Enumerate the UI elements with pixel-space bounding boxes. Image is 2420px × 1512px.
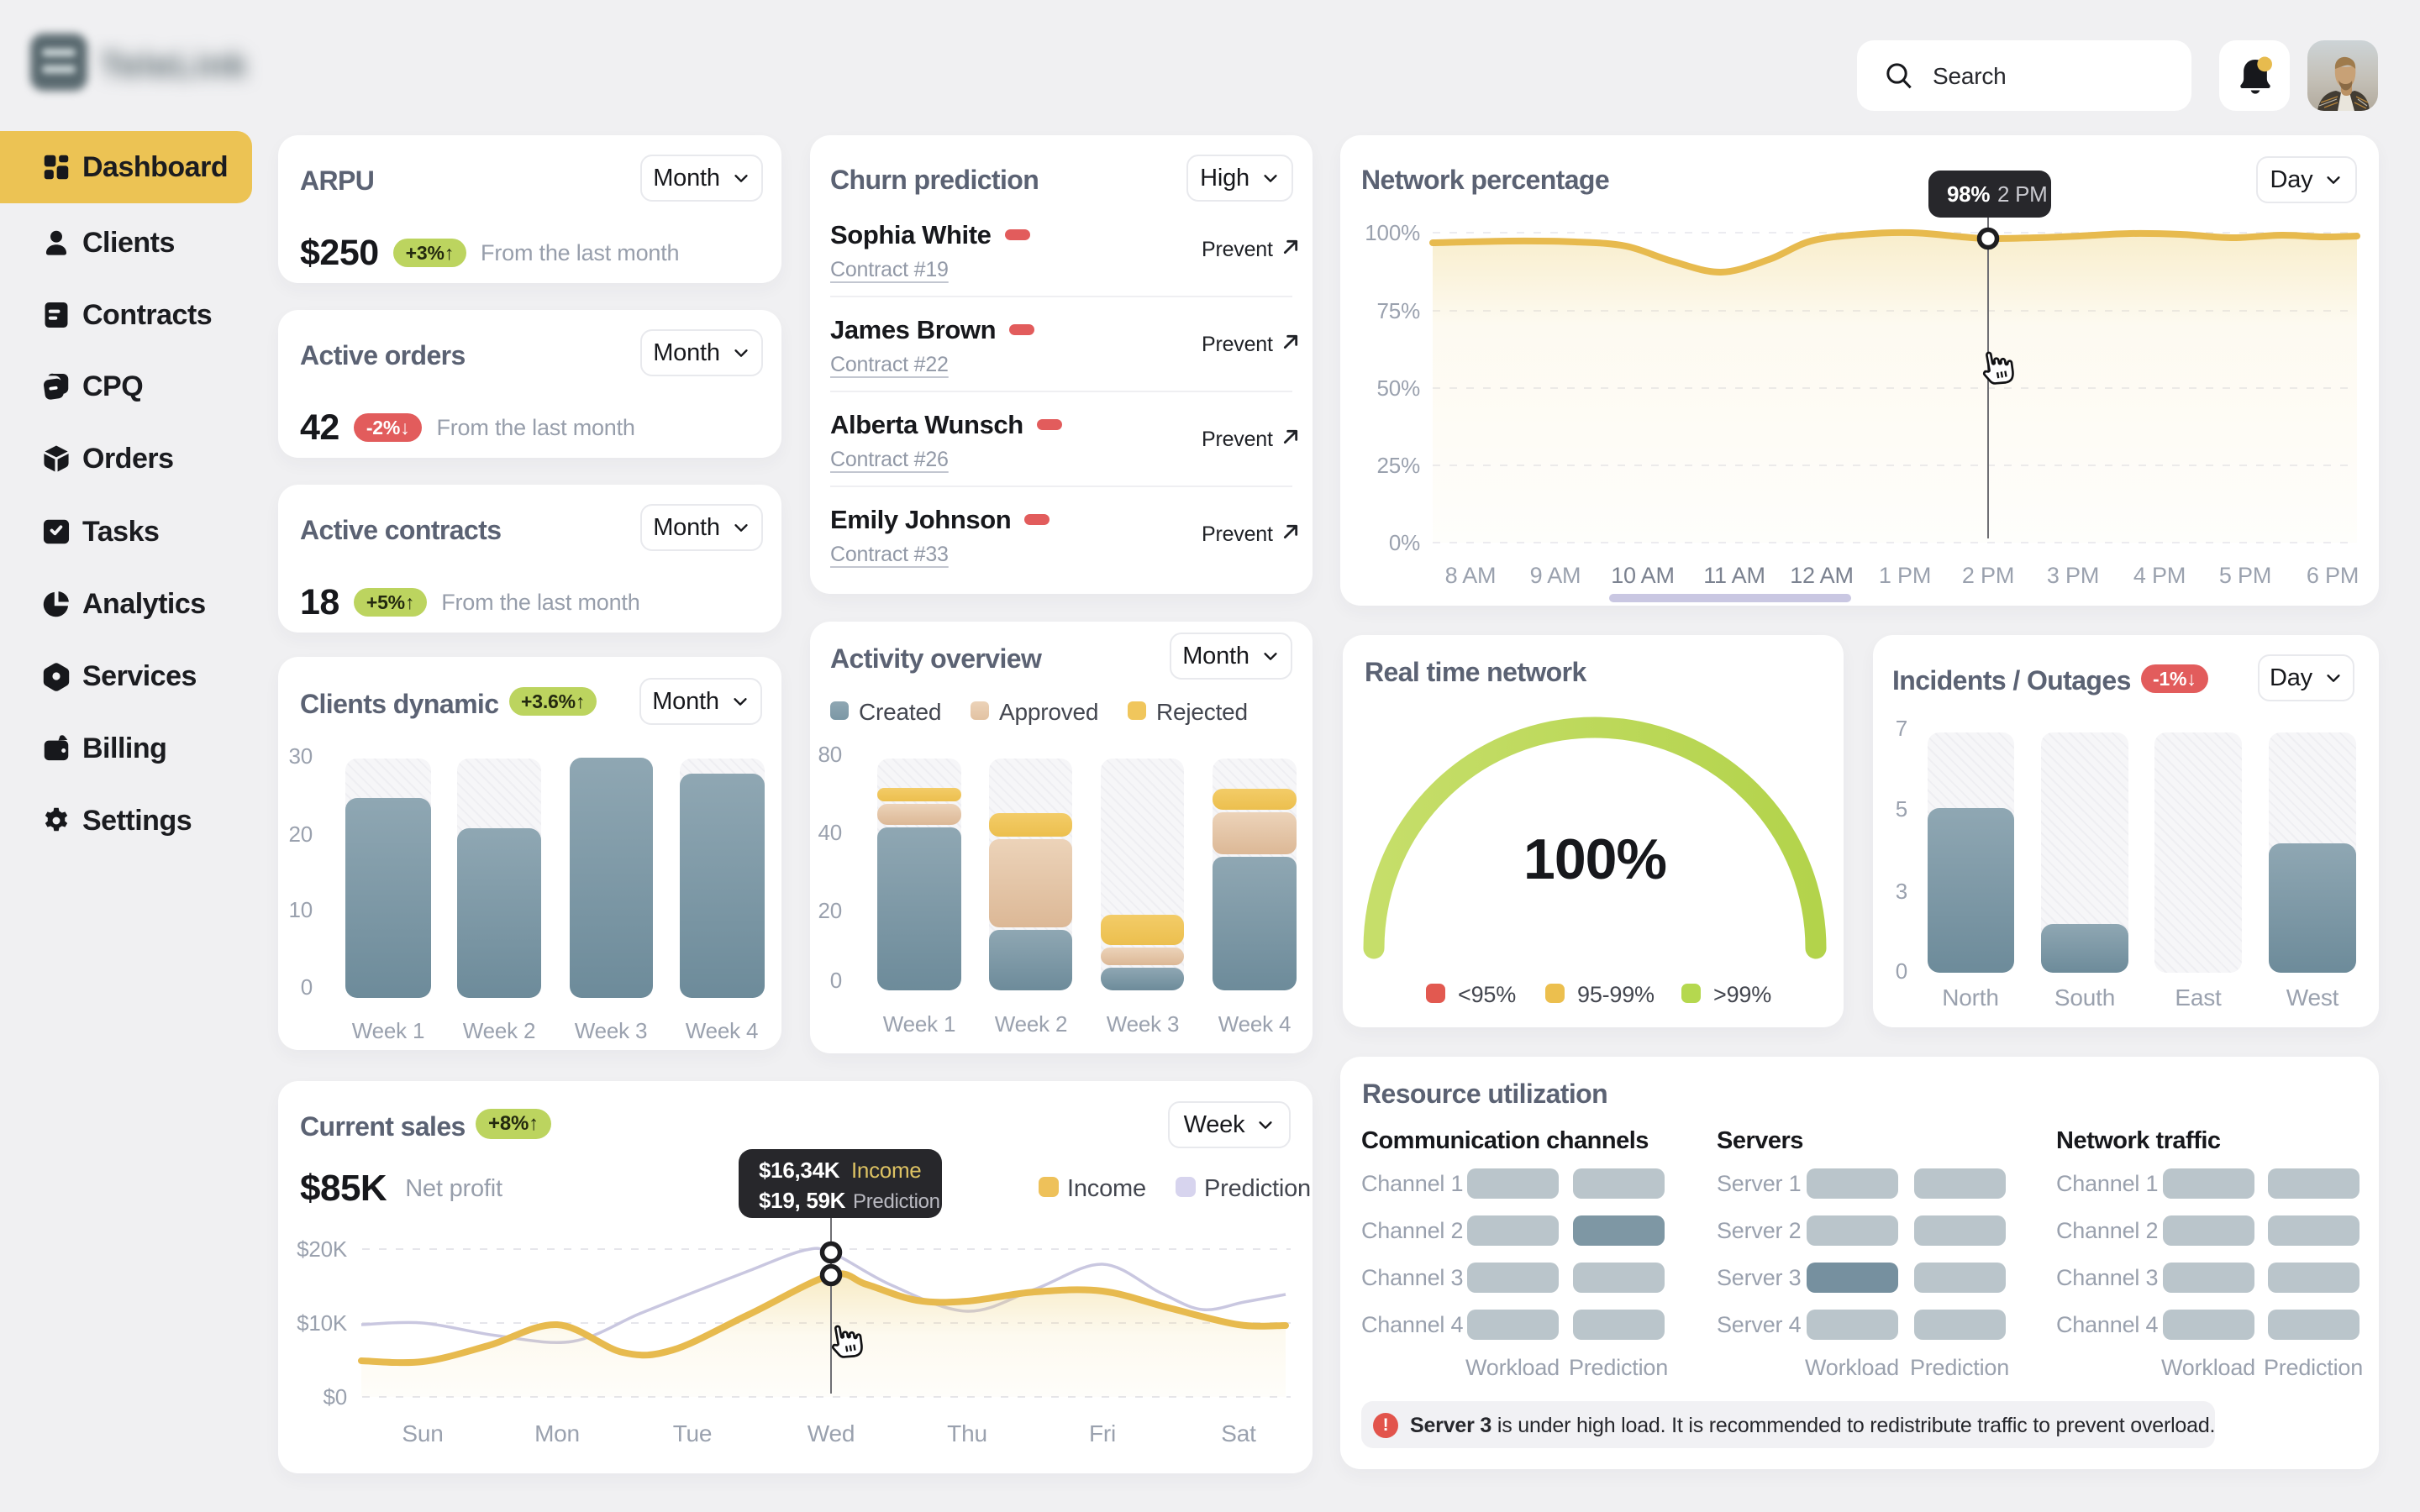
svg-text:$10K: $10K xyxy=(297,1310,348,1336)
svg-text:Income: Income xyxy=(851,1158,921,1183)
svg-text:100%: 100% xyxy=(1365,220,1420,245)
svg-text:10 AM: 10 AM xyxy=(1611,563,1675,588)
svg-text:2 PM: 2 PM xyxy=(1997,181,2047,207)
svg-text:25%: 25% xyxy=(1377,453,1421,478)
svg-text:Prediction: Prediction xyxy=(853,1190,940,1213)
svg-text:Thu: Thu xyxy=(947,1420,987,1446)
svg-text:6 PM: 6 PM xyxy=(2307,563,2359,588)
svg-text:98%: 98% xyxy=(1947,181,1990,207)
svg-text:Mon: Mon xyxy=(534,1420,580,1446)
svg-text:5 PM: 5 PM xyxy=(2219,563,2271,588)
svg-text:$20K: $20K xyxy=(297,1236,348,1262)
svg-text:$0: $0 xyxy=(323,1384,347,1410)
svg-text:Sat: Sat xyxy=(1221,1420,1256,1446)
svg-text:1 PM: 1 PM xyxy=(1879,563,1931,588)
svg-text:0%: 0% xyxy=(1389,530,1420,555)
svg-text:$19, 59K: $19, 59K xyxy=(759,1188,846,1213)
svg-text:$16,34K: $16,34K xyxy=(759,1158,840,1183)
svg-text:Fri: Fri xyxy=(1089,1420,1116,1446)
svg-text:11 AM: 11 AM xyxy=(1703,563,1765,588)
svg-text:100%: 100% xyxy=(1523,827,1666,891)
svg-text:4 PM: 4 PM xyxy=(2133,563,2186,588)
svg-text:Tue: Tue xyxy=(673,1420,713,1446)
svg-text:9 AM: 9 AM xyxy=(1530,563,1581,588)
svg-text:12 AM: 12 AM xyxy=(1790,563,1854,588)
svg-text:Sun: Sun xyxy=(402,1420,443,1446)
svg-text:2 PM: 2 PM xyxy=(1962,563,2014,588)
svg-text:8 AM: 8 AM xyxy=(1445,563,1497,588)
svg-text:3 PM: 3 PM xyxy=(2047,563,2099,588)
svg-text:50%: 50% xyxy=(1377,375,1421,401)
svg-text:Wed: Wed xyxy=(808,1420,855,1446)
svg-text:75%: 75% xyxy=(1377,298,1421,323)
